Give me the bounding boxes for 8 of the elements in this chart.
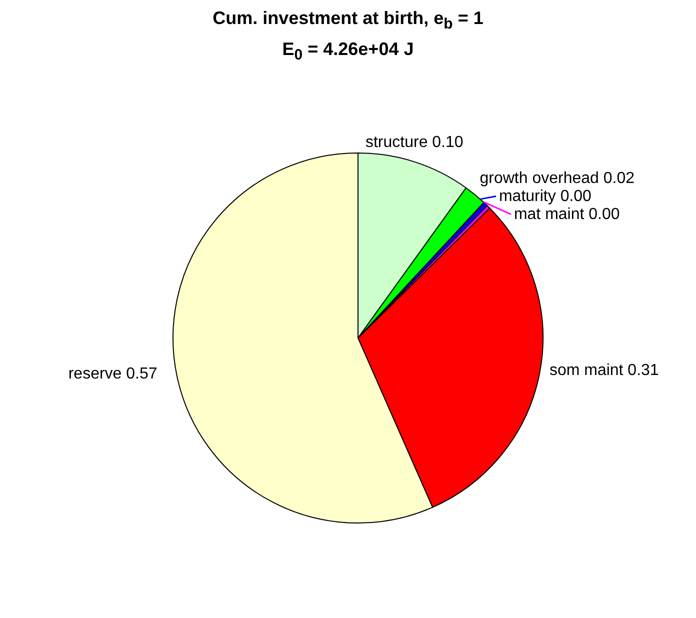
chart-title: Cum. investment at birth, e$_{b}$ = 1 [212, 8, 484, 33]
slice-label: growth overhead 0.02 [480, 170, 635, 187]
slice-label: mat maint 0.00 [514, 206, 620, 223]
chart-subtitle: E$_{0}$ = 4.26e+04 J [281, 38, 415, 64]
slice-label: som maint 0.31 [549, 362, 659, 380]
slice-label: maturity 0.00 [498, 188, 592, 205]
slice-label: structure 0.10 [365, 134, 464, 152]
slice-label: reserve 0.57 [68, 366, 158, 383]
